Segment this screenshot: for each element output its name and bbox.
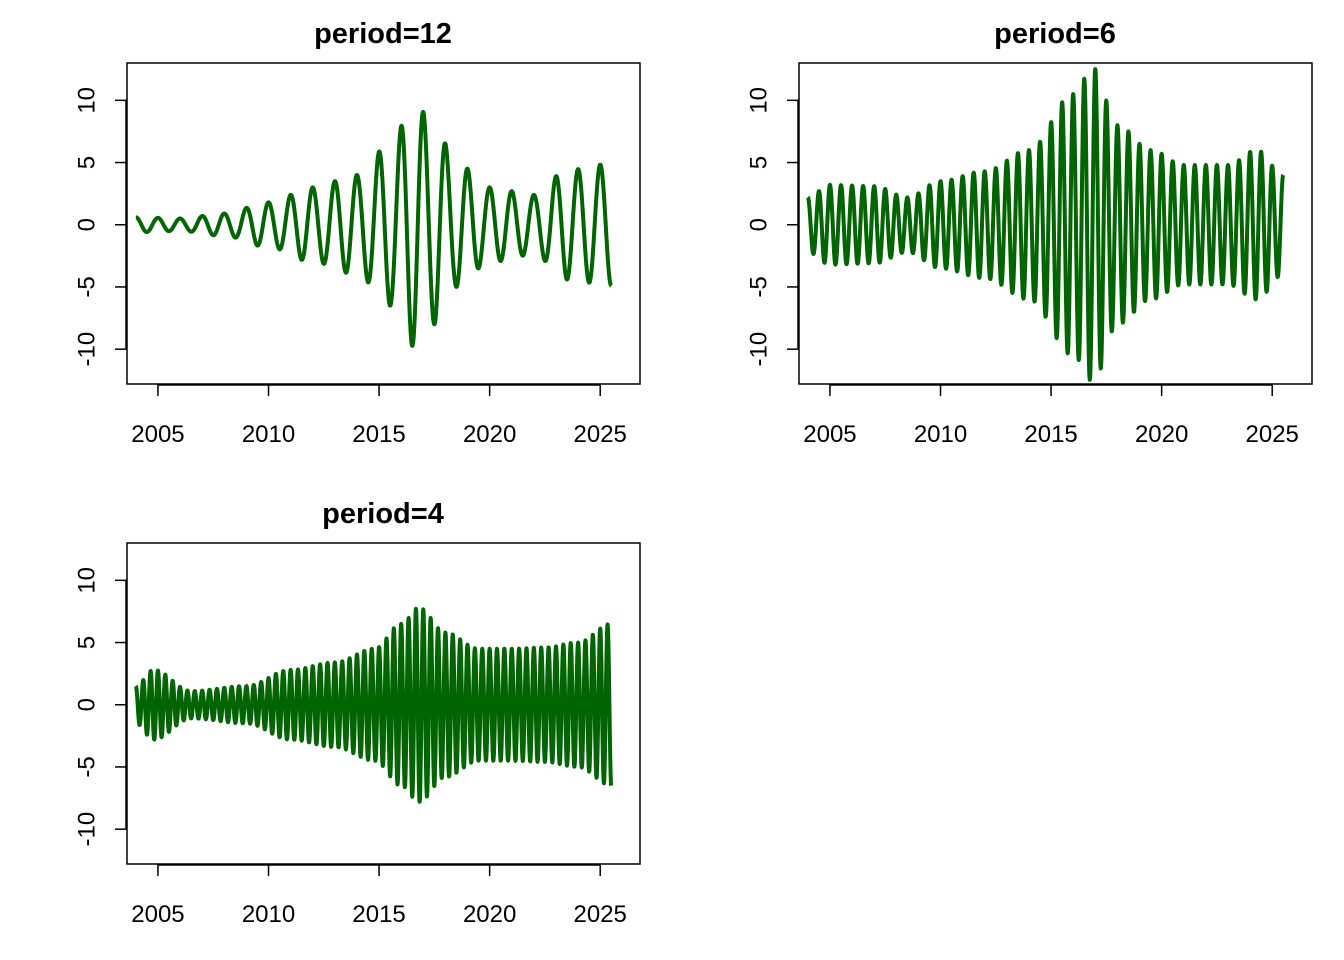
plot-frame <box>798 62 1313 385</box>
y-tick-label: -5 <box>74 276 101 297</box>
panel-title: period=6 <box>994 18 1116 50</box>
x-tick-label: 2020 <box>463 901 516 928</box>
x-tick-label: 2025 <box>574 421 627 448</box>
x-tick-label: 2005 <box>131 421 184 448</box>
y-tick-label: -10 <box>74 332 101 367</box>
x-tick-label: 2020 <box>1135 421 1188 448</box>
panel-2: period=6 2005 2010 2015 2020 2025 -10 -5 0 5 10 <box>746 18 1313 448</box>
x-tick-label: 2005 <box>803 421 856 448</box>
plot-frame <box>126 62 641 385</box>
y-tick-label: -10 <box>74 812 101 847</box>
x-tick-label: 2015 <box>352 901 405 928</box>
y-tick-label: -10 <box>746 332 773 367</box>
panel-title: period=4 <box>322 498 444 530</box>
panel-1: period=12 2005 2010 2015 2020 2025 -10 -5 0 5 10 <box>74 18 641 448</box>
x-tick-label: 2015 <box>1024 421 1077 448</box>
series-line <box>134 109 614 348</box>
x-tick-label: 2010 <box>914 421 967 448</box>
y-tick-label: 5 <box>746 156 773 169</box>
y-tick-label: -5 <box>74 756 101 777</box>
y-tick-label: 0 <box>746 218 773 231</box>
panel-title: period=12 <box>314 18 452 50</box>
x-tick-label: 2015 <box>352 421 405 448</box>
x-tick-label: 2025 <box>1246 421 1299 448</box>
y-tick-label: 10 <box>74 567 101 594</box>
panel-3: period=4 2005 2010 2015 2020 2025 -10 -5 0 5 10 <box>74 498 641 928</box>
series-line <box>806 67 1286 382</box>
x-tick-label: 2010 <box>242 421 295 448</box>
x-tick-label: 2020 <box>463 421 516 448</box>
y-tick-label: 10 <box>74 87 101 114</box>
y-tick-label: 0 <box>74 218 101 231</box>
y-tick-label: 10 <box>746 87 773 114</box>
x-tick-label: 2010 <box>242 901 295 928</box>
y-tick-label: 0 <box>74 698 101 711</box>
y-tick-label: -5 <box>746 276 773 297</box>
plot-frame <box>126 542 641 865</box>
y-tick-label: 5 <box>74 156 101 169</box>
series-line <box>134 606 614 804</box>
y-tick-label: 5 <box>74 636 101 649</box>
x-tick-label: 2005 <box>131 901 184 928</box>
x-tick-label: 2025 <box>574 901 627 928</box>
